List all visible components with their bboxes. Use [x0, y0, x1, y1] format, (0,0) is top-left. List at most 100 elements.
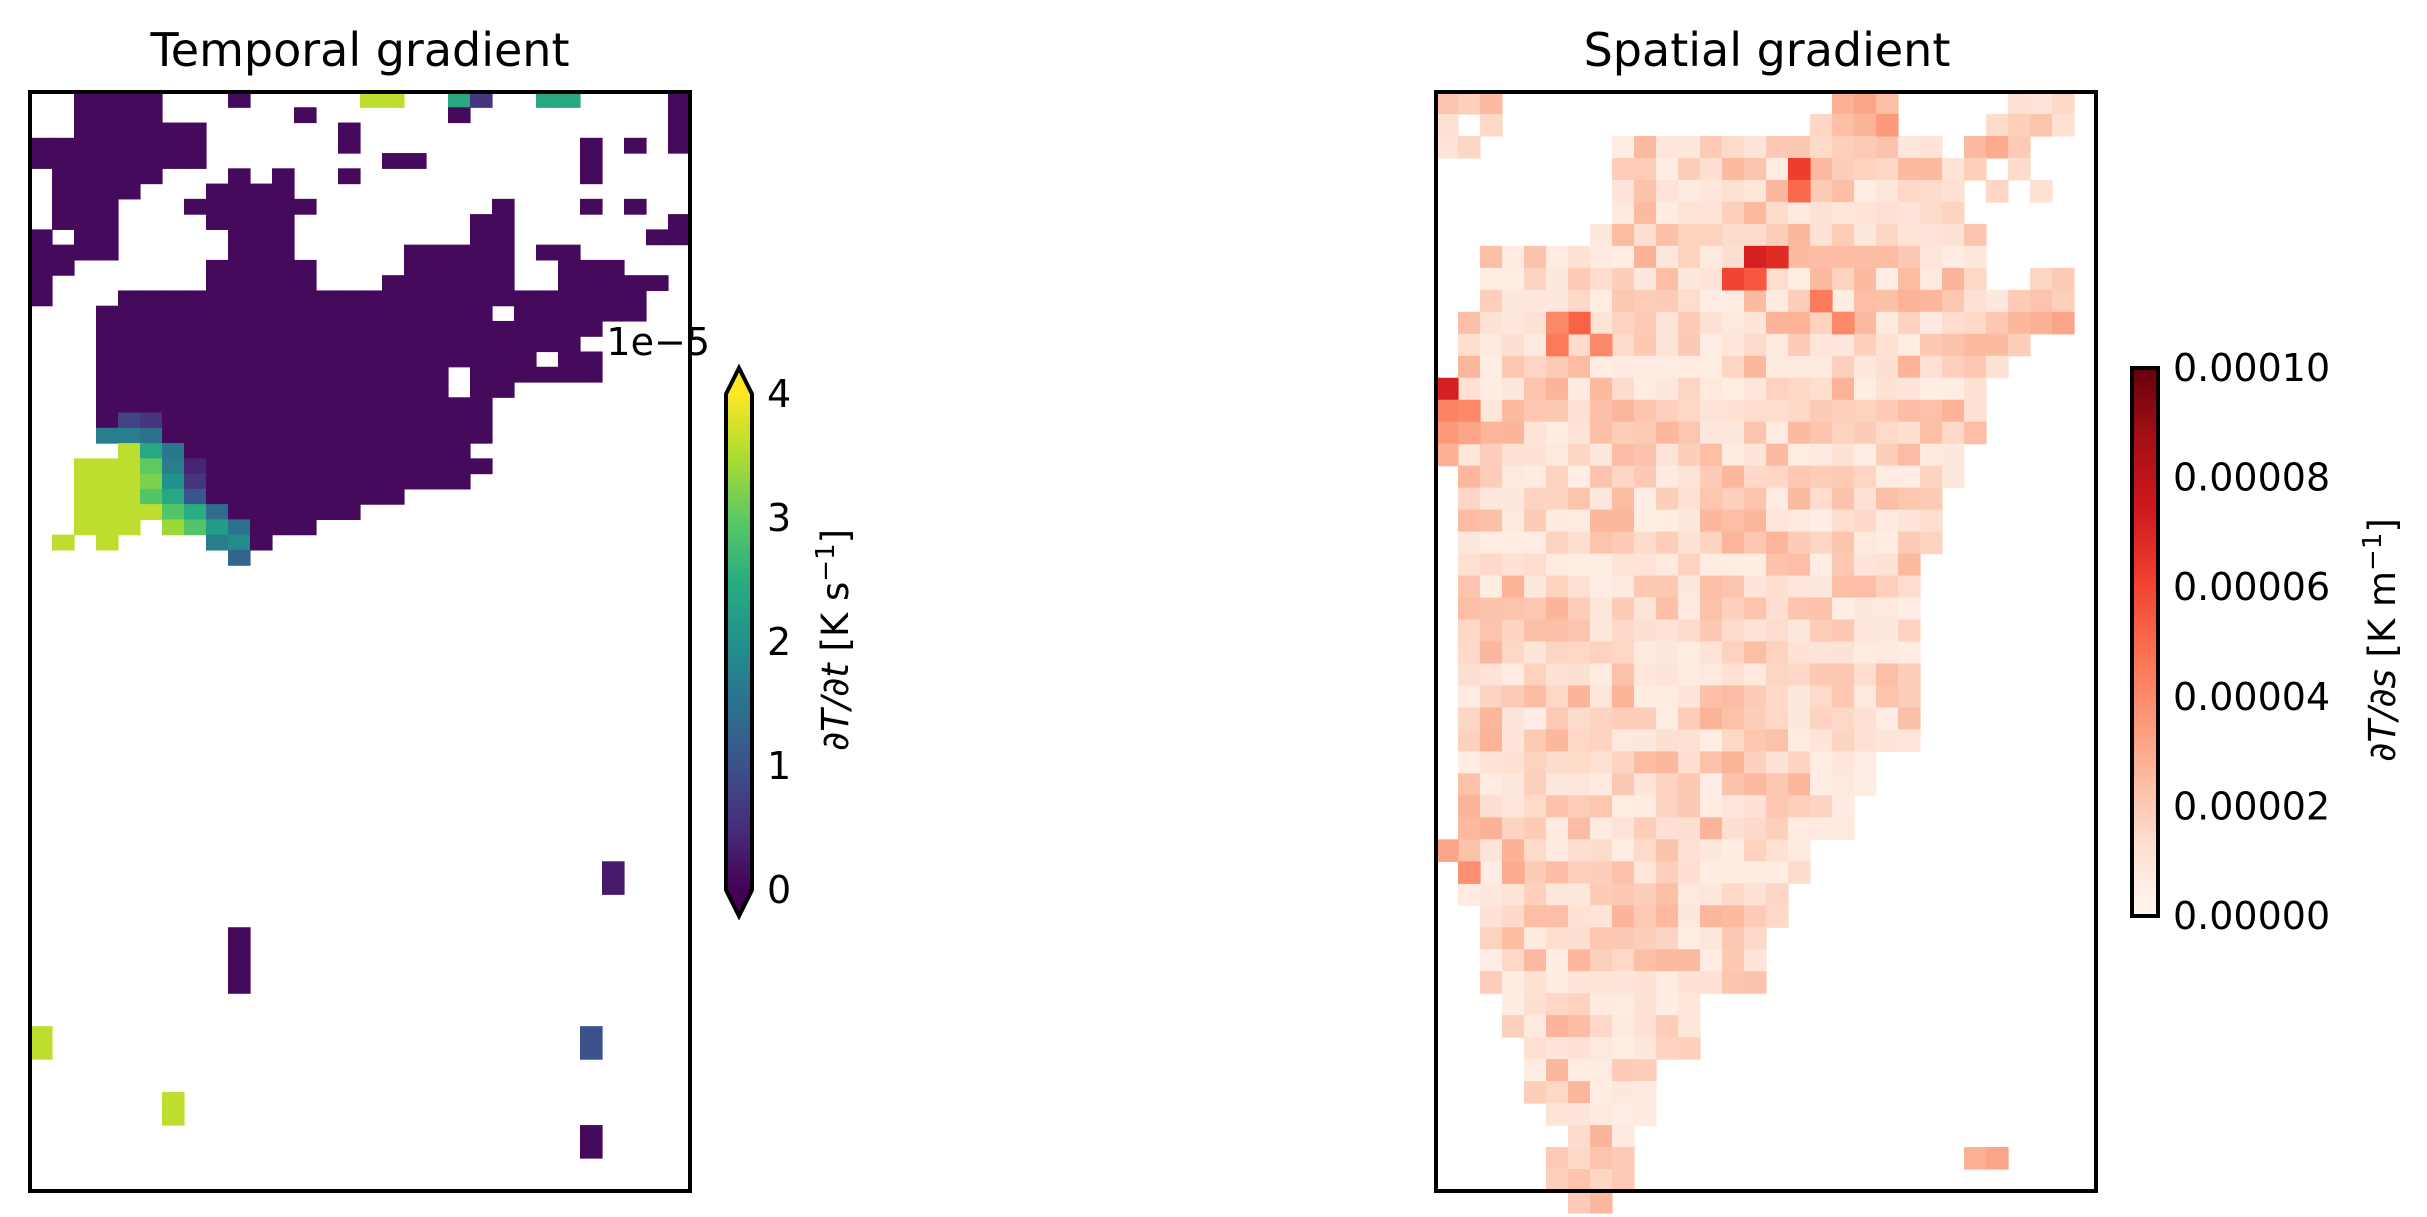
spatial-cell — [1810, 487, 1833, 511]
spatial-cell — [1832, 795, 1855, 818]
spatial-cell — [1766, 619, 1789, 643]
temporal-cell — [404, 351, 427, 368]
temporal-cell — [96, 183, 119, 200]
spatial-cell — [1612, 883, 1635, 906]
spatial-cell — [1502, 971, 1525, 994]
spatial-cell — [1678, 597, 1701, 621]
temporal-cell — [360, 488, 383, 505]
temporal-cell — [228, 443, 251, 459]
temporal-cell — [206, 290, 229, 307]
temporal-cell — [74, 107, 97, 124]
spatial-cell — [1898, 135, 1921, 159]
temporal-cell — [448, 275, 471, 292]
spatial-cell — [1678, 201, 1701, 225]
temporal-cell — [404, 305, 427, 322]
spatial-cell — [1788, 531, 1811, 555]
spatial-cell — [1854, 201, 1877, 225]
spatial-cell — [1700, 597, 1723, 621]
spatial-cell — [1546, 289, 1569, 313]
spatial-cell — [1810, 597, 1833, 621]
spatial-cell — [1458, 487, 1481, 511]
temporal-cell — [118, 412, 141, 429]
spatial-cell — [1876, 509, 1899, 533]
temporal-cell — [338, 366, 361, 383]
temporal-cell — [426, 290, 449, 307]
spatial-cell — [1788, 597, 1811, 621]
spatial-cell — [1656, 641, 1679, 665]
spatial-cell — [1810, 663, 1833, 687]
spatial-cell — [1788, 641, 1811, 665]
temporal-cell — [206, 183, 229, 200]
spatial-cell — [1656, 201, 1679, 225]
spatial-cell — [1524, 355, 1547, 379]
temporal-cell — [558, 92, 581, 108]
spatial-cell — [1744, 311, 1767, 335]
spatial-cell — [1634, 377, 1657, 401]
spatial-cell — [1568, 245, 1591, 269]
spatial-cell — [1964, 223, 1987, 247]
spatial-cell — [1744, 487, 1767, 511]
spatial-cell — [1634, 553, 1657, 577]
spatial-cell — [1854, 509, 1877, 533]
spatial-cell — [1524, 949, 1547, 972]
spatial-cell — [1700, 509, 1723, 533]
temporal-cell — [470, 290, 493, 307]
temporal-cell — [580, 290, 603, 307]
spatial-cell — [1502, 883, 1525, 906]
spatial-cell — [1634, 1103, 1657, 1126]
spatial-cell — [1568, 839, 1591, 862]
spatial-cell — [1876, 267, 1899, 291]
temporal-cell — [118, 397, 141, 414]
spatial-cell — [1612, 421, 1635, 445]
temporal-cell — [316, 305, 339, 322]
spatial-cell — [2052, 113, 2075, 137]
spatial-cell — [1700, 245, 1723, 269]
temporal-cell — [294, 504, 317, 520]
temporal-cell — [338, 427, 361, 444]
spatial-cell — [1480, 905, 1503, 928]
temporal-cell — [96, 168, 119, 185]
temporal-cell — [492, 351, 515, 368]
spatial-cell — [1898, 487, 1921, 511]
spatial-cell — [1766, 333, 1789, 357]
spatial-cell — [1656, 509, 1679, 533]
temporal-cell — [74, 92, 97, 108]
spatial-cell — [1810, 355, 1833, 379]
spatial-cell — [1612, 157, 1635, 181]
temporal-cell — [250, 458, 273, 475]
spatial-cell — [1700, 839, 1723, 862]
spatial-cell — [1568, 1059, 1591, 1082]
spatial-cell — [1810, 289, 1833, 313]
temporal-cell — [272, 229, 295, 246]
spatial-colorbar-tick-label: 0.00006 — [2173, 565, 2330, 609]
spatial-cell — [1524, 465, 1547, 489]
spatial-cell — [1942, 223, 1965, 247]
spatial-cell — [1854, 377, 1877, 401]
spatial-cell — [1502, 817, 1525, 840]
spatial-cell — [1744, 839, 1767, 862]
temporal-cell — [338, 458, 361, 475]
temporal-cell — [558, 290, 581, 307]
spatial-cell — [1810, 157, 1833, 181]
spatial-cell — [1744, 443, 1767, 467]
spatial-cell — [1524, 707, 1547, 731]
temporal-cell — [448, 473, 471, 490]
temporal-cell — [316, 351, 339, 368]
spatial-cell — [1700, 135, 1723, 159]
spatial-cell — [1480, 883, 1503, 906]
spatial-cell — [1656, 817, 1679, 840]
temporal-cell — [96, 137, 119, 154]
temporal-cell — [74, 229, 97, 246]
spatial-cell — [1568, 883, 1591, 906]
temporal-cell — [250, 382, 273, 398]
spatial-cell — [1524, 1015, 1547, 1038]
spatial-cell — [1546, 685, 1569, 709]
spatial-cell — [1810, 531, 1833, 555]
temporal-cell — [206, 397, 229, 414]
temporal-cell — [206, 504, 229, 520]
spatial-cell — [1458, 575, 1481, 599]
spatial-cell — [1656, 1015, 1679, 1038]
spatial-cell — [1502, 443, 1525, 467]
spatial-cell — [1524, 245, 1547, 269]
spatial-cell — [1480, 333, 1503, 357]
